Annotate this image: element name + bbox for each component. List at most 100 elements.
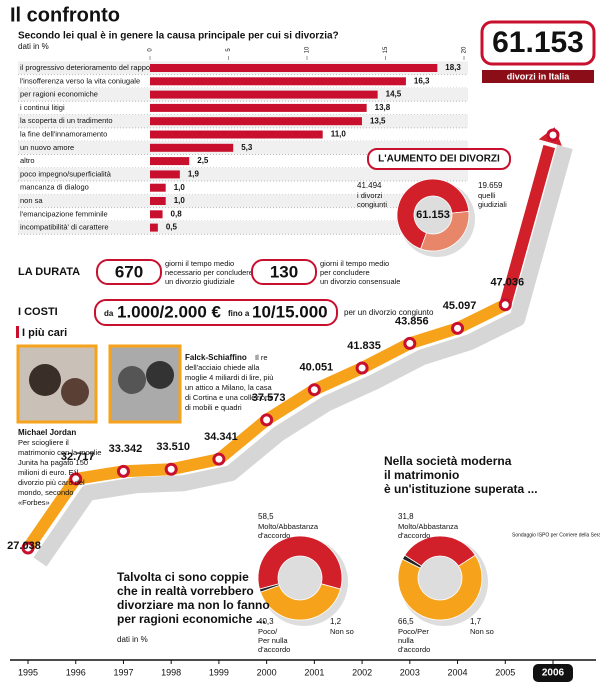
value-label: 19.659 [478, 181, 503, 190]
category-label: d'accordo [398, 531, 430, 540]
point [546, 128, 560, 142]
x-tick-label: 2006 [542, 668, 565, 679]
value-label: 16,3 [414, 76, 430, 85]
pie-title: che in realtà vorrebbero [117, 584, 254, 598]
photo-figure [146, 361, 174, 389]
point [116, 464, 130, 478]
photo-figure [29, 364, 61, 396]
pie-title: Talvolta ci sono coppie [117, 570, 249, 584]
person-name: Falck-Schiaffino [185, 353, 247, 362]
pie-title: Nella società moderna [384, 454, 512, 468]
category-label: i continui litigi [20, 103, 65, 112]
bar [150, 77, 406, 86]
x-tick-label: 2002 [352, 667, 372, 677]
point [260, 413, 274, 427]
value-label: 33.342 [109, 443, 143, 455]
category-label: Non so [470, 627, 494, 636]
x-tick-label: 1998 [161, 667, 181, 677]
category-label: d'accordo [258, 645, 290, 654]
value-label: 1,2 [330, 617, 342, 626]
pie-title: per ragioni economiche ... [117, 612, 266, 626]
pie-center: 61.153 [416, 209, 450, 221]
value-label: 0,5 [166, 223, 178, 232]
person-text: «Forbes» [18, 498, 50, 507]
person-name: Michael Jordan [18, 428, 76, 437]
value-label: 32.717 [61, 451, 95, 463]
pie-title: è un'istituzione superata ... [384, 482, 538, 496]
bar [150, 223, 158, 232]
point [451, 321, 465, 335]
row-stripe [18, 194, 468, 208]
pie-title-box [367, 148, 511, 170]
bar [150, 64, 438, 72]
category-label: non sa [20, 196, 43, 205]
duration-text: necessario per concludere [165, 268, 253, 277]
person-text: Per sciogliere il [18, 438, 69, 447]
value-label: 43.856 [395, 315, 429, 327]
donut-segment [396, 178, 470, 250]
category-label: quelli [478, 191, 496, 200]
point [212, 452, 226, 466]
cost-min: 1.000/2.000 € [117, 302, 222, 321]
photo-figure [61, 378, 89, 406]
point [21, 541, 35, 555]
value-label: 41.835 [347, 340, 381, 352]
header-caption: divorzi in Italia [507, 71, 571, 81]
bar [150, 183, 166, 192]
value-label: 31,8 [398, 512, 414, 521]
duration-value: 670 [115, 262, 143, 281]
person-text: moglie 4 miliardi di lire, più [185, 373, 273, 382]
person-text: milioni di euro. E'il [18, 468, 79, 477]
person-text: di Cortina e una collezione [185, 393, 273, 402]
pie-title: L'AUMENTO DEI DIVORZI [378, 154, 500, 165]
source-note: Sondaggio ISPO per Corriere della Sera [512, 532, 600, 538]
value-label: 1,0 [174, 196, 186, 205]
section-title: LA DURATA [18, 266, 80, 278]
category-label: Non so [330, 627, 354, 636]
row-stripe [18, 220, 468, 235]
page-title: Il confronto [10, 4, 120, 26]
category-label: d'accordo [398, 645, 430, 654]
x-tick-label: 1995 [18, 667, 38, 677]
value-label: 1,0 [174, 183, 186, 192]
category-label: mancanza di dialogo [20, 183, 89, 192]
category-label: l'emancipazione femminile [20, 209, 108, 218]
bar [150, 210, 163, 219]
donut-segment [258, 583, 280, 593]
category-label: altro [20, 156, 35, 165]
value-box [251, 259, 317, 285]
x-tick-label: 1997 [113, 667, 133, 677]
category-label: un nuovo amore [20, 143, 74, 152]
person-text: un attico a Milano, la casa [185, 383, 273, 392]
category-label: Poco/Per [398, 627, 429, 636]
value-label: 58,5 [258, 512, 274, 521]
x-tick-label: 1999 [209, 667, 229, 677]
point [164, 462, 178, 476]
value-label: 41.494 [357, 181, 382, 190]
category-label: Poco/ [258, 627, 278, 636]
total-box [480, 20, 596, 66]
value-label: 13,8 [375, 103, 391, 112]
value-label: 5,3 [241, 143, 253, 152]
cost-to: fino a [228, 309, 250, 318]
value-label: 2,5 [197, 156, 209, 165]
category-label: d'accordo [258, 531, 290, 540]
x-tick-label: 20 [462, 46, 468, 53]
category-label: la scoperta di un tradimento [20, 116, 113, 125]
category-label: congiunti [357, 200, 387, 209]
category-label: giudiziali [478, 200, 507, 209]
line-layer [21, 127, 573, 567]
point [69, 472, 83, 486]
value-label: 1,7 [470, 617, 482, 626]
bar [150, 130, 323, 139]
value-label: 1,9 [188, 170, 200, 179]
unit-note: dati in % [18, 42, 49, 51]
duration-text: un divorzio consensuale [320, 277, 400, 286]
category-label: i divorzi [357, 191, 383, 200]
value-label: 13,5 [370, 116, 386, 125]
cost-max: 10/15.000 [252, 302, 328, 321]
person-text: dell'acciaio chiede alla [185, 363, 260, 372]
value-label: 40,3 [258, 617, 274, 626]
category-label: nulla [398, 636, 415, 645]
donut-segment [420, 210, 470, 252]
